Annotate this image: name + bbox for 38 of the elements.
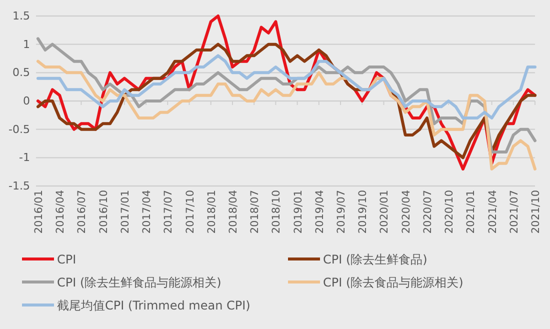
legend-label: CPI (除去生鲜食品)	[323, 252, 428, 266]
x-tick-label: 2020/01	[378, 190, 391, 234]
legend-label: CPI (除去食品与能源相关)	[323, 276, 464, 290]
x-tick-label: 2020/04	[400, 190, 412, 234]
x-tick-label: 2019/04	[314, 190, 326, 234]
legend-label: 截尾均值CPI (Trimmed mean CPI)	[57, 298, 250, 312]
x-tick-label: 2018/04	[227, 190, 240, 234]
x-tick-label: 2016/10	[98, 190, 110, 234]
x-tick-label: 2016/07	[76, 190, 88, 234]
y-tick-label: -1	[19, 151, 30, 164]
line-series	[36, 60, 536, 170]
y-tick-label: 0.5	[12, 66, 30, 80]
x-tick-label: 2016/01	[33, 190, 45, 234]
x-tick-label: 2020/10	[444, 190, 456, 234]
x-tick-label: 2021/04	[486, 190, 499, 234]
y-tick-label: 1	[23, 38, 30, 51]
x-tick-label: 2017/04	[141, 190, 154, 234]
y-tick-label: -0.5	[8, 122, 30, 136]
x-tick-label: 2020/07	[422, 190, 434, 234]
y-tick-label: -1.5	[8, 180, 30, 193]
y-tick-label: 0	[23, 94, 30, 108]
x-tick-label: 2019/07	[336, 190, 348, 234]
x-tick-label: 2019/01	[292, 190, 304, 234]
x-tick-label: 2016/04	[54, 190, 67, 234]
legend-label: CPI	[57, 252, 76, 266]
line-series	[36, 54, 536, 120]
x-tick-label: 2017/10	[184, 190, 196, 234]
x-tick-label: 2019/10	[357, 190, 370, 234]
x-tick-label: 2021/01	[465, 190, 478, 234]
y-tick-label: 1.5	[12, 10, 30, 23]
x-tick-label: 2018/07	[249, 190, 262, 234]
x-tick-label: 2017/07	[162, 190, 175, 234]
legend-label: CPI (除去生鲜食品与能源相关)	[57, 276, 222, 290]
x-tick-label: 2021/10	[530, 190, 542, 234]
x-tick-label: 2018/10	[270, 190, 283, 234]
x-tick-label: 2017/01	[119, 190, 132, 234]
x-tick-label: 2018/01	[206, 190, 218, 234]
x-tick-label: 2021/07	[508, 190, 520, 234]
